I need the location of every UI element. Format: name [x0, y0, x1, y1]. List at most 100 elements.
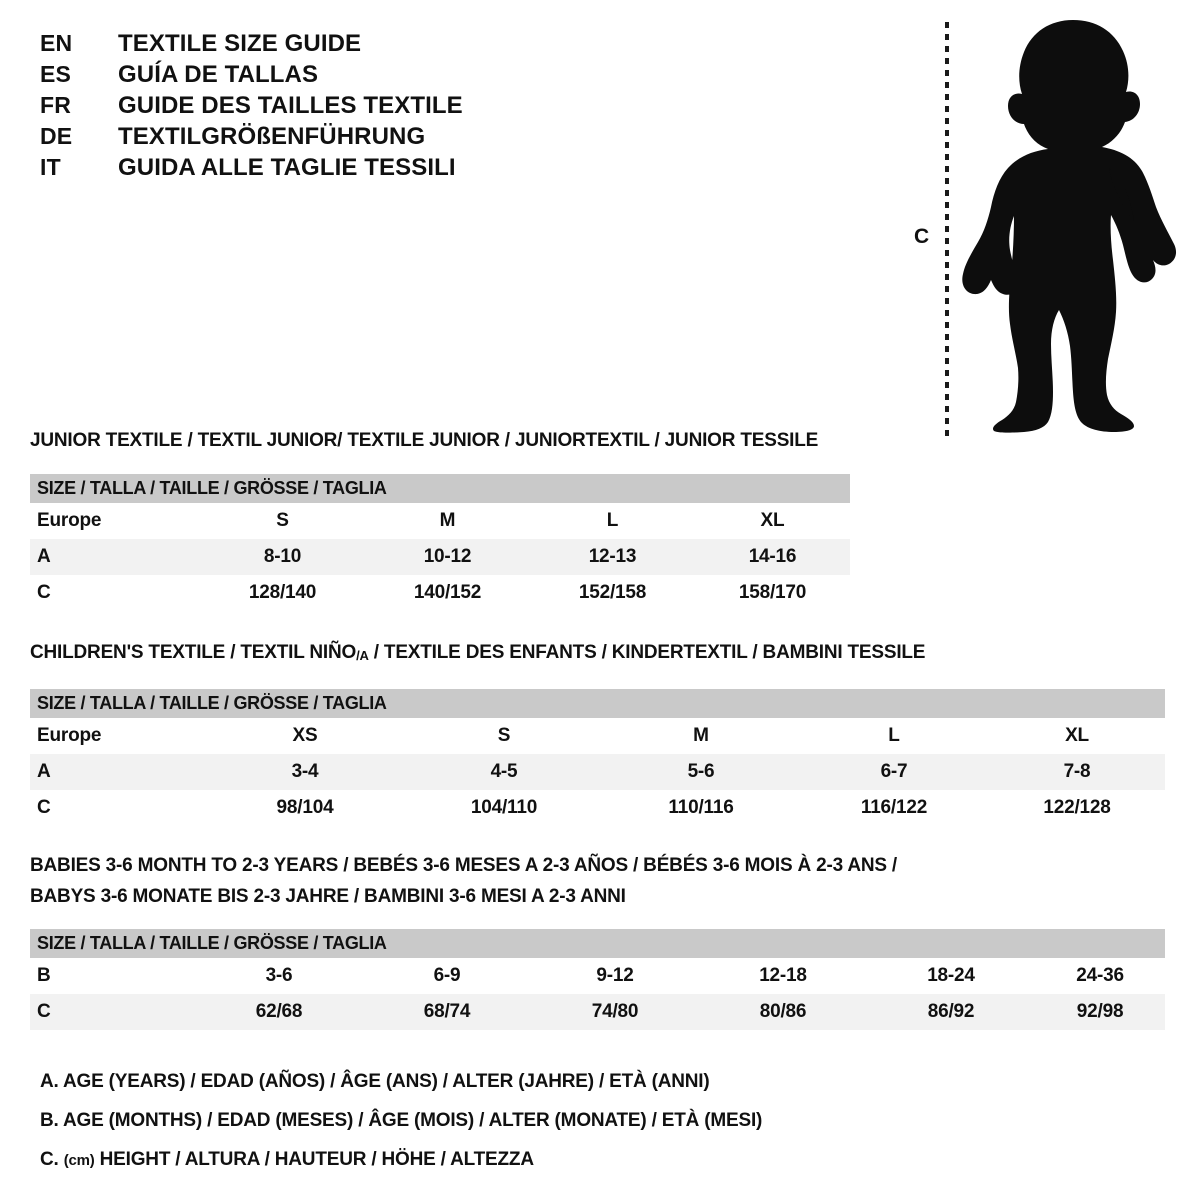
children-a-s: 4-5	[405, 754, 603, 790]
junior-row-europe: Europe S M L XL	[30, 503, 850, 539]
language-code-fr: FR	[40, 92, 72, 118]
children-row-a: A 3-4 4-5 5-6 6-7 7-8	[30, 754, 1166, 790]
babies-c-86-92: 86/92	[867, 994, 1035, 1030]
babies-textile-section: BABIES 3-6 MONTH TO 2-3 YEARS / BEBÉS 3-…	[30, 850, 1166, 1030]
babies-b-6-9: 6-9	[363, 958, 531, 994]
children-c-xl: 122/128	[989, 790, 1166, 826]
child-silhouette-icon	[962, 20, 1177, 433]
babies-row-c-label: C	[30, 994, 195, 1030]
babies-b-9-12: 9-12	[531, 958, 699, 994]
junior-size-bar-row: SIZE / TALLA / TAILLE / GRÖSSE / TAGLIA	[30, 474, 850, 503]
junior-row-a-label: A	[30, 539, 200, 575]
junior-c-xl: 158/170	[695, 575, 850, 611]
legend-c-suffix: HEIGHT / ALTURA / HAUTEUR / HÖHE / ALTEZ…	[94, 1149, 534, 1170]
language-row-fr: FR GUIDE DES TAILLES TEXTILE	[40, 92, 660, 123]
junior-europe-l: L	[530, 503, 695, 539]
language-code-de: DE	[40, 123, 73, 149]
junior-size-table: SIZE / TALLA / TAILLE / GRÖSSE / TAGLIA …	[30, 474, 850, 611]
junior-a-l: 12-13	[530, 539, 695, 575]
children-europe-s: S	[405, 718, 603, 754]
babies-section-heading-line2: BABYS 3-6 MONATE BIS 2-3 JAHRE / BAMBINI…	[30, 886, 626, 907]
junior-c-l: 152/158	[530, 575, 695, 611]
language-row-es: ES GUÍA DE TALLAS	[40, 61, 660, 92]
legend-line-b: B. AGE (MONTHS) / EDAD (MESES) / ÂGE (MO…	[40, 1110, 763, 1131]
babies-c-80-86: 80/86	[699, 994, 867, 1030]
children-heading-post: / TEXTILE DES ENFANTS / KINDERTEXTIL / B…	[368, 642, 926, 663]
babies-row-b-label: B	[30, 958, 195, 994]
babies-c-92-98: 92/98	[1035, 994, 1166, 1030]
children-c-m: 110/116	[603, 790, 799, 826]
children-a-m: 5-6	[603, 754, 799, 790]
children-heading-pre: CHILDREN'S TEXTILE / TEXTIL NIÑO	[30, 642, 357, 663]
children-heading-subscript: /A	[356, 648, 369, 663]
legend-line-a: A. AGE (YEARS) / EDAD (AÑOS) / ÂGE (ANS)…	[40, 1071, 710, 1092]
junior-europe-xl: XL	[695, 503, 850, 539]
children-a-xl: 7-8	[989, 754, 1166, 790]
babies-c-62-68: 62/68	[195, 994, 363, 1030]
children-textile-section: CHILDREN'S TEXTILE / TEXTIL NIÑO/A / TEX…	[30, 637, 1166, 826]
babies-c-68-74: 68/74	[363, 994, 531, 1030]
guide-title-it: GUIDA ALLE TAGLIE TESSILI	[118, 154, 456, 181]
junior-a-xl: 14-16	[695, 539, 850, 575]
junior-europe-s: S	[200, 503, 365, 539]
junior-row-c: C 128/140 140/152 152/158 158/170	[30, 575, 850, 611]
babies-b-12-18: 12-18	[699, 958, 867, 994]
children-row-c: C 98/104 104/110 110/116 116/122 122/128	[30, 790, 1166, 826]
babies-size-table: SIZE / TALLA / TAILLE / GRÖSSE / TAGLIA …	[30, 929, 1166, 1030]
language-header: EN TEXTILE SIZE GUIDE ES GUÍA DE TALLAS …	[40, 30, 660, 185]
children-c-s: 104/110	[405, 790, 603, 826]
babies-b-24-36: 24-36	[1035, 958, 1166, 994]
language-row-de: DE TEXTILGRÖßENFÜHRUNG	[40, 123, 660, 154]
junior-c-m: 140/152	[365, 575, 530, 611]
junior-size-bar-label: SIZE / TALLA / TAILLE / GRÖSSE / TAGLIA	[30, 474, 850, 503]
dashed-measure-line-icon	[945, 22, 949, 437]
guide-title-fr: GUIDE DES TAILLES TEXTILE	[118, 92, 463, 119]
guide-title-es: GUÍA DE TALLAS	[118, 61, 319, 88]
junior-textile-section: JUNIOR TEXTILE / TEXTIL JUNIOR/ TEXTILE …	[30, 425, 850, 611]
children-europe-xl: XL	[989, 718, 1166, 754]
measurement-legend: A. AGE (YEARS) / EDAD (AÑOS) / ÂGE (ANS)…	[40, 1062, 1140, 1180]
babies-size-bar-label: SIZE / TALLA / TAILLE / GRÖSSE / TAGLIA	[30, 929, 1166, 958]
children-c-xs: 98/104	[205, 790, 405, 826]
height-marker-label: C	[914, 225, 930, 248]
junior-row-c-label: C	[30, 575, 200, 611]
guide-title-en: TEXTILE SIZE GUIDE	[118, 30, 362, 57]
babies-c-74-80: 74/80	[531, 994, 699, 1030]
children-row-a-label: A	[30, 754, 205, 790]
children-europe-m: M	[603, 718, 799, 754]
babies-row-b: B 3-6 6-9 9-12 12-18 18-24 24-36	[30, 958, 1166, 994]
guide-title-de: TEXTILGRÖßENFÜHRUNG	[118, 123, 426, 150]
junior-section-heading: JUNIOR TEXTILE / TEXTIL JUNIOR/ TEXTILE …	[30, 430, 819, 451]
junior-europe-m: M	[365, 503, 530, 539]
junior-row-a: A 8-10 10-12 12-13 14-16	[30, 539, 850, 575]
babies-b-3-6: 3-6	[195, 958, 363, 994]
language-code-en: EN	[40, 30, 73, 56]
children-size-table: SIZE / TALLA / TAILLE / GRÖSSE / TAGLIA …	[30, 689, 1166, 826]
height-measure-figure: C	[900, 10, 1190, 437]
babies-b-18-24: 18-24	[867, 958, 1035, 994]
junior-row-europe-label: Europe	[30, 503, 200, 539]
children-row-europe-label: Europe	[30, 718, 205, 754]
children-row-europe: Europe XS S M L XL	[30, 718, 1166, 754]
legend-line-c: C. (cm) HEIGHT / ALTURA / HAUTEUR / HÖHE…	[40, 1140, 1140, 1180]
babies-row-c: C 62/68 68/74 74/80 80/86 86/92 92/98	[30, 994, 1166, 1030]
children-c-l: 116/122	[799, 790, 989, 826]
legend-c-prefix: C.	[40, 1149, 64, 1170]
junior-a-s: 8-10	[200, 539, 365, 575]
babies-section-heading-line1: BABIES 3-6 MONTH TO 2-3 YEARS / BEBÉS 3-…	[30, 855, 898, 876]
babies-size-bar-row: SIZE / TALLA / TAILLE / GRÖSSE / TAGLIA	[30, 929, 1166, 958]
legend-c-unit: (cm)	[63, 1152, 95, 1169]
children-europe-xs: XS	[205, 718, 405, 754]
children-size-bar-label: SIZE / TALLA / TAILLE / GRÖSSE / TAGLIA	[30, 689, 1166, 718]
language-code-es: ES	[40, 61, 72, 87]
children-a-l: 6-7	[799, 754, 989, 790]
children-size-bar-row: SIZE / TALLA / TAILLE / GRÖSSE / TAGLIA	[30, 689, 1166, 718]
language-code-it: IT	[40, 154, 61, 180]
children-europe-l: L	[799, 718, 989, 754]
junior-c-s: 128/140	[200, 575, 365, 611]
language-row-en: EN TEXTILE SIZE GUIDE	[40, 30, 660, 61]
junior-a-m: 10-12	[365, 539, 530, 575]
children-a-xs: 3-4	[205, 754, 405, 790]
children-section-heading: CHILDREN'S TEXTILE / TEXTIL NIÑO/A / TEX…	[30, 637, 1165, 671]
children-row-c-label: C	[30, 790, 205, 826]
